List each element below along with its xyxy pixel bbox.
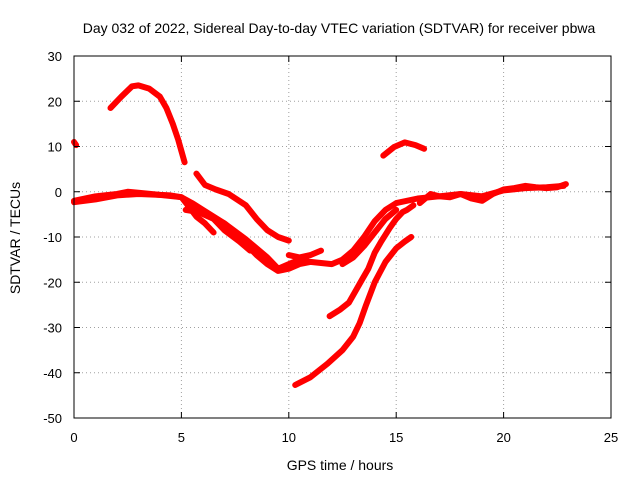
series-arc-5 bbox=[193, 170, 292, 244]
y-tick-label: -20 bbox=[43, 275, 62, 290]
series-arc-2 bbox=[107, 82, 188, 166]
series-arc-12 bbox=[380, 139, 428, 159]
x-tick-label: 25 bbox=[604, 430, 618, 445]
x-tick-label: 10 bbox=[282, 430, 296, 445]
y-tick-label: -40 bbox=[43, 366, 62, 381]
series-arc-8 bbox=[285, 247, 324, 261]
y-tick-label: -50 bbox=[43, 411, 62, 426]
y-tick-labels: -50 -40 -30 -20 -10 0 10 20 30 bbox=[43, 49, 62, 426]
series-arc-10 bbox=[292, 234, 415, 388]
x-tick-labels: 0 5 10 15 20 25 bbox=[70, 430, 618, 445]
y-tick-label: 20 bbox=[48, 94, 62, 109]
series-arc-13 bbox=[416, 181, 569, 207]
x-axis-label: GPS time / hours bbox=[287, 457, 394, 473]
y-tick-label: 30 bbox=[48, 49, 62, 64]
y-axis-label: SDTVAR / TECUs bbox=[7, 182, 23, 294]
y-tick-label: -10 bbox=[43, 230, 62, 245]
grid-lines bbox=[74, 56, 611, 418]
x-tick-label: 15 bbox=[389, 430, 403, 445]
series-arc-11 bbox=[339, 206, 400, 268]
x-tick-label: 5 bbox=[178, 430, 185, 445]
y-tick-label: -30 bbox=[43, 321, 62, 336]
axis-ticks bbox=[73, 55, 612, 419]
series-arc-7 bbox=[182, 206, 254, 254]
y-tick-label: 10 bbox=[48, 140, 62, 155]
x-tick-label: 20 bbox=[496, 430, 510, 445]
series-arc-9 bbox=[326, 202, 417, 320]
y-tick-label: 0 bbox=[55, 185, 62, 200]
chart-title: Day 032 of 2022, Sidereal Day-to-day VTE… bbox=[83, 20, 596, 36]
x-tick-label: 0 bbox=[70, 430, 77, 445]
